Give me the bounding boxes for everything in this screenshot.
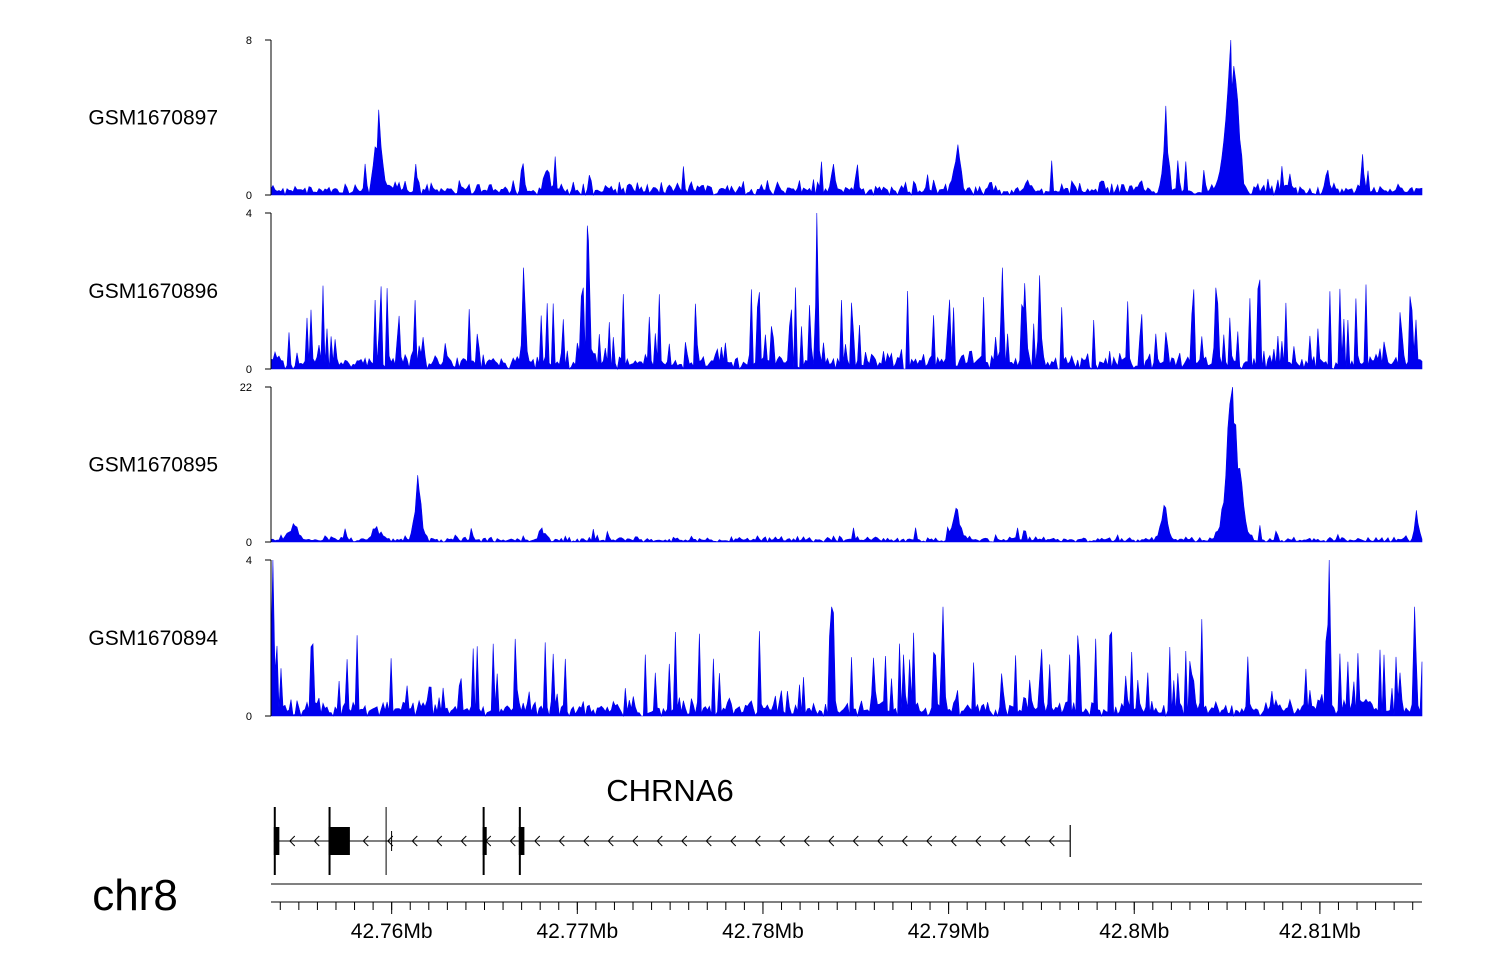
y-max-label: 8 bbox=[246, 35, 252, 47]
strand-arrow bbox=[950, 835, 957, 847]
strand-arrow bbox=[534, 835, 541, 847]
exon-block bbox=[328, 827, 350, 855]
y-max-label: 4 bbox=[246, 555, 252, 567]
coverage-area-GSM1670896 bbox=[270, 212, 1423, 371]
y-min-label: 0 bbox=[246, 190, 252, 202]
strand-arrow bbox=[926, 835, 933, 847]
axis-tick-label: 42.8Mb bbox=[1099, 920, 1169, 943]
strand-arrow bbox=[730, 835, 737, 847]
strand-arrow bbox=[999, 835, 1006, 847]
coverage-area-GSM1670897 bbox=[270, 39, 1423, 197]
axis-tick-label: 42.81Mb bbox=[1279, 920, 1361, 943]
y-min-label: 0 bbox=[246, 537, 252, 549]
strand-arrow bbox=[558, 835, 565, 847]
exon-block bbox=[482, 827, 487, 855]
y-min-label: 0 bbox=[246, 364, 252, 376]
track-GSM1670897: 8 0 GSM1670897 bbox=[88, 35, 1423, 202]
strand-arrow bbox=[779, 835, 786, 847]
exon-block bbox=[518, 827, 525, 855]
track-GSM1670896: 4 0 GSM1670896 bbox=[88, 208, 1423, 376]
axis-tick-label: 42.78Mb bbox=[722, 920, 804, 943]
track-GSM1670894: 4 0 GSM1670894 bbox=[88, 555, 1423, 723]
strand-arrow bbox=[362, 835, 369, 847]
strand-arrow bbox=[460, 835, 467, 847]
strand-arrow bbox=[583, 835, 590, 847]
coverage-area-GSM1670894 bbox=[270, 559, 1423, 718]
strand-arrow bbox=[1024, 835, 1031, 847]
axis-tick-label: 42.79Mb bbox=[908, 920, 990, 943]
strand-arrow bbox=[656, 835, 663, 847]
coverage-tracks: 8 0 GSM1670897 4 0 GSM1670896 22 0 GSM1670895 4 0 G… bbox=[88, 35, 1423, 723]
strand-arrow bbox=[852, 835, 859, 847]
strand-arrow bbox=[803, 835, 810, 847]
gene-name-label: CHRNA6 bbox=[606, 773, 733, 808]
strand-arrow bbox=[877, 835, 884, 847]
exon-block bbox=[273, 827, 280, 855]
track-label: GSM1670896 bbox=[88, 280, 218, 303]
genome-axis: chr8 42.76Mb 42.77Mb 42.78Mb 42.79Mb 42.8Mb 4… bbox=[92, 871, 1422, 943]
strand-arrow bbox=[705, 835, 712, 847]
strand-arrow bbox=[607, 835, 614, 847]
strand-arrow bbox=[975, 835, 982, 847]
strand-arrow bbox=[411, 835, 418, 847]
strand-arrow bbox=[1048, 835, 1055, 847]
chromosome-label: chr8 bbox=[92, 871, 178, 920]
axis-tick-label: 42.76Mb bbox=[351, 920, 433, 943]
coverage-area-GSM1670895 bbox=[270, 386, 1423, 543]
gene-track: CHRNA6 bbox=[273, 773, 1071, 875]
track-GSM1670895: 22 0 GSM1670895 bbox=[88, 382, 1423, 549]
track-label: GSM1670897 bbox=[88, 107, 218, 130]
strand-arrow bbox=[289, 835, 296, 847]
track-label: GSM1670895 bbox=[88, 454, 218, 477]
strand-arrow bbox=[901, 835, 908, 847]
strand-arrow bbox=[313, 835, 320, 847]
strand-arrow bbox=[681, 835, 688, 847]
y-max-label: 4 bbox=[246, 208, 252, 220]
axis-tick-label: 42.77Mb bbox=[536, 920, 618, 943]
strand-arrow bbox=[828, 835, 835, 847]
strand-arrow bbox=[436, 835, 443, 847]
y-max-label: 22 bbox=[240, 382, 252, 394]
strand-arrow bbox=[632, 835, 639, 847]
y-min-label: 0 bbox=[246, 711, 252, 723]
strand-arrow bbox=[509, 835, 516, 847]
strand-arrow bbox=[754, 835, 761, 847]
track-label: GSM1670894 bbox=[88, 627, 218, 650]
